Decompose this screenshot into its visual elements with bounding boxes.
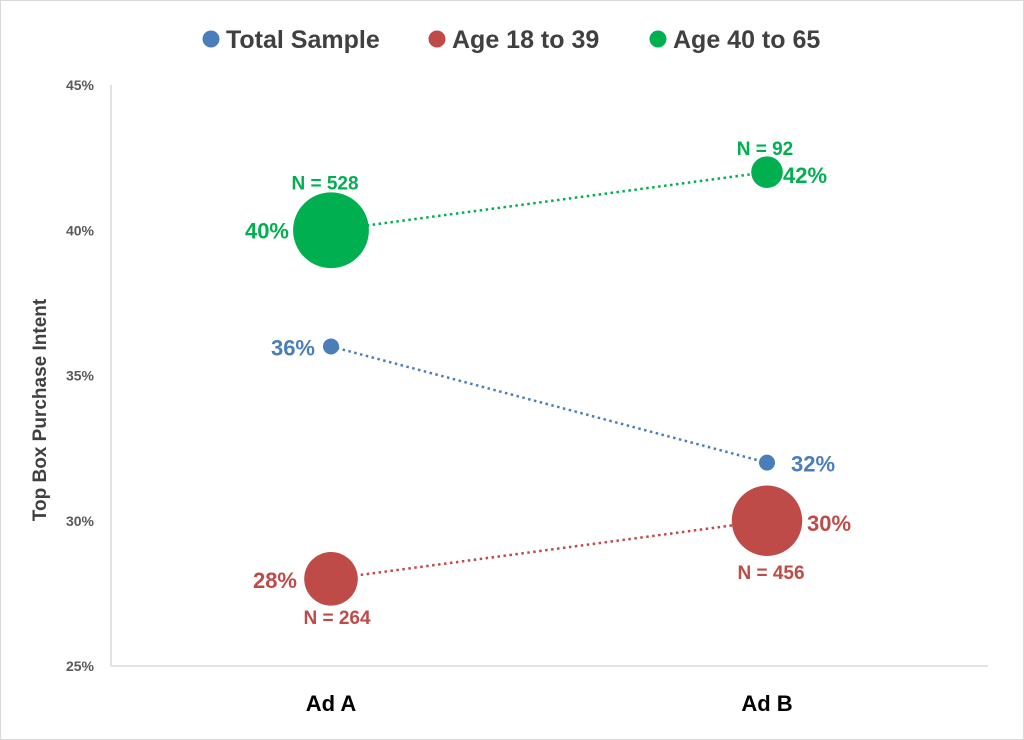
data-label: 30% — [807, 511, 851, 536]
data-label: 36% — [271, 335, 315, 360]
series-line — [330, 519, 768, 581]
series-line — [330, 345, 768, 464]
x-category-label: Ad B — [741, 691, 792, 716]
legend-label: Age 40 to 65 — [673, 26, 820, 54]
data-point — [304, 552, 358, 606]
data-point — [751, 156, 783, 188]
series-line — [330, 170, 768, 232]
y-tick-label: 45% — [66, 77, 95, 93]
legend-label: Age 18 to 39 — [452, 26, 599, 54]
legend-marker — [428, 30, 446, 48]
data-label: 40% — [245, 218, 289, 243]
data-point — [759, 454, 775, 471]
data-label: 42% — [783, 163, 827, 188]
sample-size-label: N = 456 — [737, 563, 804, 584]
legend-entry: Age 18 to 39 — [428, 26, 599, 54]
legend-marker — [202, 30, 220, 48]
legend-label: Total Sample — [226, 26, 380, 54]
sample-size-label: N = 92 — [737, 139, 794, 160]
data-label: 32% — [791, 452, 835, 477]
data-point — [731, 485, 803, 556]
sample-size-label: N = 264 — [303, 608, 371, 629]
sample-size-label: N = 528 — [291, 173, 358, 194]
y-tick-label: 35% — [66, 368, 95, 384]
legend-entry: Age 40 to 65 — [649, 26, 820, 54]
data-point — [323, 338, 339, 355]
y-tick-label: 30% — [66, 513, 95, 529]
y-axis-title: Top Box Purchase Intent — [30, 298, 51, 521]
data-point — [293, 192, 369, 269]
legend-entry: Total Sample — [202, 26, 380, 54]
legend-marker — [649, 30, 667, 48]
y-tick-label: 25% — [66, 658, 95, 674]
data-label: 28% — [253, 568, 297, 593]
y-tick-label: 40% — [66, 222, 95, 238]
x-category-label: Ad A — [306, 691, 357, 716]
